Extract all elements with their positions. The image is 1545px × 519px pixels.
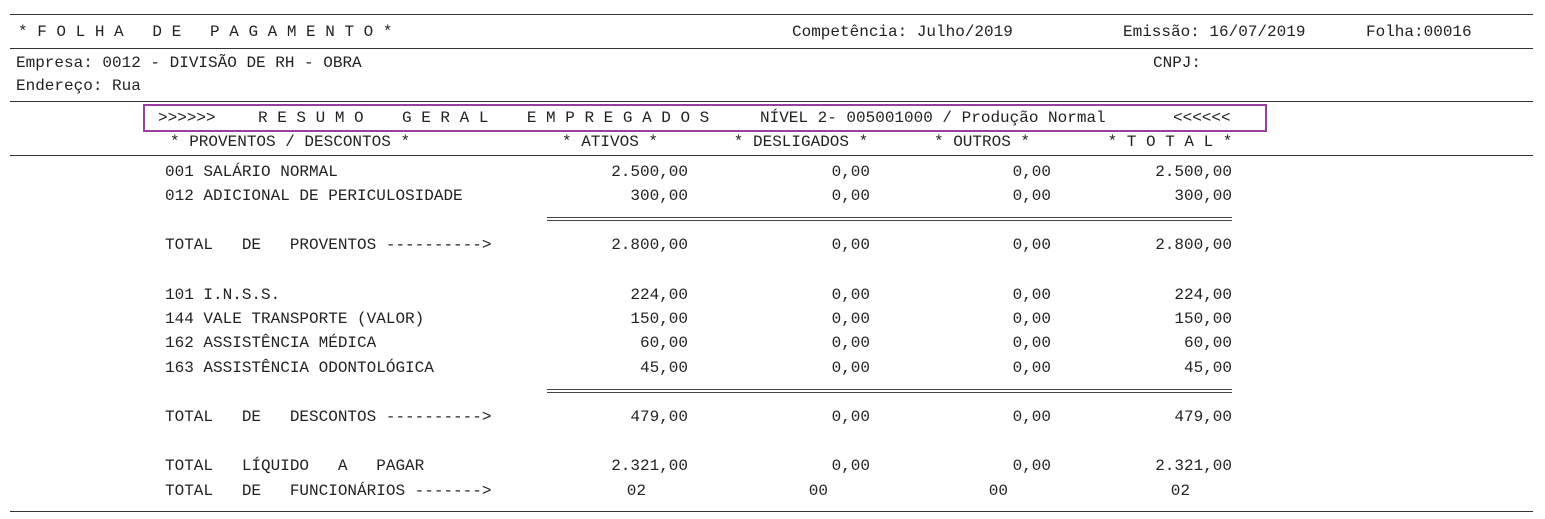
column-header: * DESLIGADOS * xyxy=(733,133,869,151)
column-header: * ATIVOS * xyxy=(561,133,659,151)
row-label: 163 ASSISTÊNCIA ODONTOLÓGICA xyxy=(165,359,434,377)
cell: 300,00 xyxy=(1174,187,1232,205)
competencia: Competência: Julho/2019 xyxy=(792,23,1013,41)
banner-arrows: >>>>>> xyxy=(158,109,216,127)
cell: 2.500,00 xyxy=(611,163,688,181)
cell: 2.500,00 xyxy=(1155,163,1232,181)
banner-title: R E S U M O G E R A L E M P R E G A D O … xyxy=(258,109,710,127)
title: * F O L H A D E P A G A M E N T O * xyxy=(18,23,393,41)
cell: 479,00 xyxy=(1174,408,1232,426)
banner-level: NÍVEL 2- 005001000 / Produção Normal xyxy=(760,109,1106,127)
row-label: 162 ASSISTÊNCIA MÉDICA xyxy=(165,334,377,352)
row-label: 101 I.N.S.S. xyxy=(165,286,281,304)
cell: 02 xyxy=(626,482,646,500)
rule xyxy=(10,101,1533,102)
cnpj: CNPJ: xyxy=(1153,54,1202,72)
cell: 2.800,00 xyxy=(611,236,688,254)
cell: 0,00 xyxy=(831,408,870,426)
cell: 0,00 xyxy=(831,457,870,475)
cell: 0,00 xyxy=(1012,334,1051,352)
cell: 0,00 xyxy=(831,236,870,254)
cell: 0,00 xyxy=(1012,359,1051,377)
cell: 300,00 xyxy=(630,187,688,205)
cell: 0,00 xyxy=(1012,163,1051,181)
row-label: TOTAL DE DESCONTOS ----------> xyxy=(165,408,492,426)
row-label: 144 VALE TRANSPORTE (VALOR) xyxy=(165,310,425,328)
cell: 60,00 xyxy=(1183,334,1232,352)
cell: 45,00 xyxy=(1183,359,1232,377)
cell: 0,00 xyxy=(831,286,870,304)
cell: 224,00 xyxy=(1174,286,1232,304)
cell: 00 xyxy=(988,482,1008,500)
cell: 150,00 xyxy=(630,310,688,328)
rule xyxy=(10,14,1533,15)
cell: 0,00 xyxy=(831,187,870,205)
row-label: TOTAL LÍQUIDO A PAGAR xyxy=(165,457,425,475)
banner-box xyxy=(143,104,1267,132)
folha: Folha:00016 xyxy=(1366,23,1472,41)
cell: 479,00 xyxy=(630,408,688,426)
separator xyxy=(547,389,1232,393)
column-header: * T O T A L * xyxy=(1107,133,1233,151)
cell: 0,00 xyxy=(1012,236,1051,254)
banner-arrows: <<<<<< xyxy=(1173,109,1231,127)
cell: 150,00 xyxy=(1174,310,1232,328)
cell: 0,00 xyxy=(1012,457,1051,475)
cell: 0,00 xyxy=(831,163,870,181)
cell: 2.321,00 xyxy=(1155,457,1232,475)
cell: 224,00 xyxy=(630,286,688,304)
cell: 02 xyxy=(1170,482,1190,500)
row-label: 012 ADICIONAL DE PERICULOSIDADE xyxy=(165,187,463,205)
column-header: * OUTROS * xyxy=(933,133,1031,151)
rule xyxy=(10,155,1533,156)
emissao: Emissão: 16/07/2019 xyxy=(1123,23,1306,41)
row-label: TOTAL DE PROVENTOS ----------> xyxy=(165,236,492,254)
cell: 45,00 xyxy=(639,359,688,377)
row-label: TOTAL DE FUNCIONÁRIOS -------> xyxy=(165,482,492,500)
row-label: 001 SALÁRIO NORMAL xyxy=(165,163,338,181)
cell: 0,00 xyxy=(1012,187,1051,205)
cell: 60,00 xyxy=(639,334,688,352)
cell: 0,00 xyxy=(1012,286,1051,304)
cell: 0,00 xyxy=(1012,310,1051,328)
endereco: Endereço: Rua xyxy=(16,77,141,95)
rule xyxy=(10,48,1533,49)
cell: 0,00 xyxy=(831,334,870,352)
cell: 0,00 xyxy=(831,359,870,377)
cell: 2.321,00 xyxy=(611,457,688,475)
empresa: Empresa: 0012 - DIVISÃO DE RH - OBRA xyxy=(16,54,362,72)
cell: 0,00 xyxy=(831,310,870,328)
cell: 2.800,00 xyxy=(1155,236,1232,254)
column-header: * PROVENTOS / DESCONTOS * xyxy=(170,133,411,151)
cell: 00 xyxy=(808,482,828,500)
separator xyxy=(547,217,1232,221)
rule xyxy=(10,511,1533,512)
cell: 0,00 xyxy=(1012,408,1051,426)
